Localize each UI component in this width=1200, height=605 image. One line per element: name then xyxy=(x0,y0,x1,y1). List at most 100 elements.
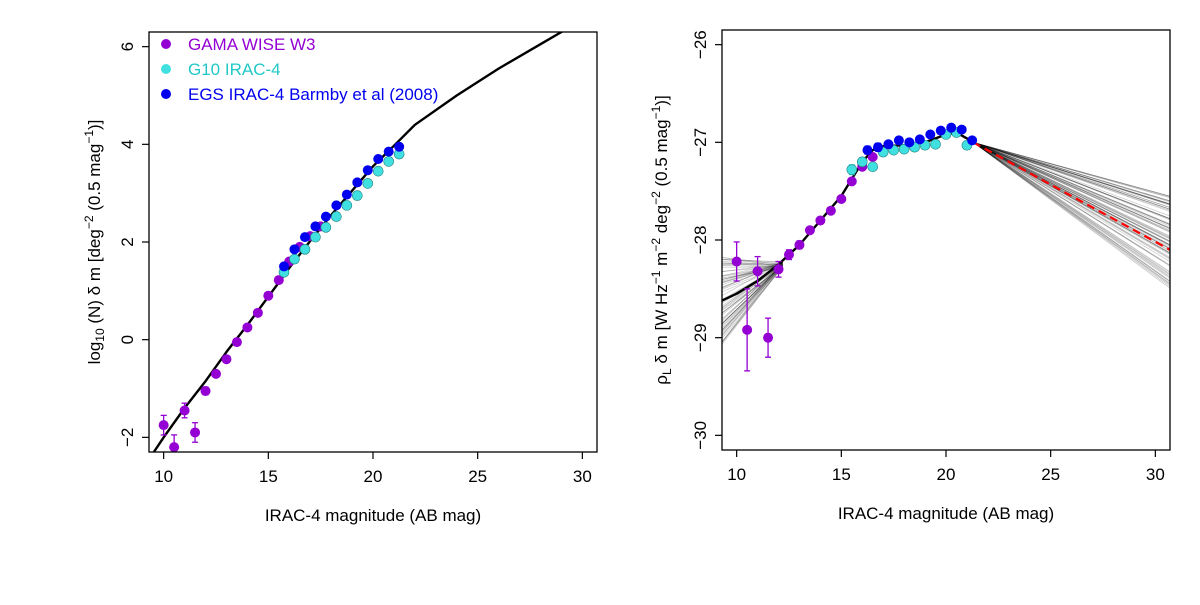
x-tick-label: 20 xyxy=(937,465,956,484)
right-ylabel-part: ρ xyxy=(652,375,671,385)
y-tick-label: 4 xyxy=(118,140,137,149)
left-plot-area xyxy=(149,13,597,460)
data-point xyxy=(873,142,883,152)
data-point xyxy=(894,135,904,145)
data-point xyxy=(180,405,190,415)
right-plot-frame xyxy=(722,30,1170,450)
right-ylabel-part: (0.5 mag xyxy=(652,119,671,191)
right-ylabel-sup: −1 xyxy=(649,270,663,284)
data-point xyxy=(331,200,341,210)
model-curve xyxy=(149,13,597,460)
right-y-axis-label: ρL δ m [W Hz−1 m−2 deg−2 (0.5 mag−1)] xyxy=(649,95,674,384)
data-point xyxy=(279,261,289,271)
data-point xyxy=(931,139,941,149)
left-x-axis-label: IRAC-4 magnitude (AB mag) xyxy=(265,506,481,525)
left-ylabel-sup: −1 xyxy=(82,130,96,144)
legend-marker-g10 xyxy=(161,64,171,74)
bootstrap-line xyxy=(973,142,1170,261)
data-point xyxy=(159,420,169,430)
data-point xyxy=(331,212,341,222)
data-point xyxy=(310,232,320,242)
data-point xyxy=(289,254,299,264)
data-point xyxy=(967,135,977,145)
data-point xyxy=(352,177,362,187)
data-point xyxy=(342,190,352,200)
legend-label-egs: EGS IRAC-4 Barmby et al (2008) xyxy=(188,85,438,104)
data-point xyxy=(289,244,299,254)
left-ylabel-part: log xyxy=(85,342,104,365)
data-point xyxy=(784,250,794,260)
right-data-points xyxy=(732,123,978,371)
data-point xyxy=(221,354,231,364)
x-tick-label: 10 xyxy=(727,465,746,484)
series-0 xyxy=(159,221,326,459)
data-point xyxy=(263,291,273,301)
y-tick-label: 2 xyxy=(118,237,137,246)
data-point xyxy=(321,222,331,232)
x-tick-label: 10 xyxy=(154,467,173,486)
y-tick-label: −28 xyxy=(691,226,710,255)
bootstrap-line xyxy=(973,142,1170,209)
right-ylabel-sup: −1 xyxy=(649,105,663,119)
data-point xyxy=(394,142,404,152)
legend-marker-gama xyxy=(161,39,171,49)
series-2 xyxy=(862,123,977,155)
data-point xyxy=(847,165,857,175)
data-point xyxy=(774,264,784,274)
left-ylabel-part: (N) δ m [deg xyxy=(85,229,104,328)
right-ylabel-part: deg xyxy=(652,205,671,238)
right-ylabel-part: δ m [W Hz xyxy=(652,284,671,368)
x-tick-label: 30 xyxy=(1146,465,1165,484)
data-point xyxy=(847,176,857,186)
data-point xyxy=(363,165,373,175)
data-point xyxy=(373,154,383,164)
series-0 xyxy=(732,147,889,371)
left-data-points xyxy=(159,142,405,460)
data-point xyxy=(883,139,893,149)
right-ylabel-sup: −2 xyxy=(649,191,663,205)
data-point xyxy=(384,156,394,166)
left-ylabel-part: )] xyxy=(85,120,104,130)
y-tick-label: −2 xyxy=(118,428,137,447)
data-point xyxy=(946,123,956,133)
right-plot-area xyxy=(722,133,1170,345)
bootstrap-line xyxy=(973,142,1170,265)
y-tick-label: −29 xyxy=(691,323,710,352)
data-point xyxy=(211,369,221,379)
data-point xyxy=(794,240,804,250)
data-point xyxy=(310,221,320,231)
data-point xyxy=(732,256,742,266)
data-point xyxy=(857,157,867,167)
data-point xyxy=(342,200,352,210)
right-ylabel-part: m xyxy=(652,252,671,271)
right-ylabel-part: )] xyxy=(652,95,671,105)
y-tick-label: −27 xyxy=(691,128,710,157)
legend-label-gama: GAMA WISE W3 xyxy=(188,35,316,54)
data-point xyxy=(363,178,373,188)
data-point xyxy=(352,191,362,201)
right-ylabel-sup: −2 xyxy=(649,238,663,252)
data-point xyxy=(232,337,242,347)
y-tick-label: 6 xyxy=(118,42,137,51)
bootstrap-lines xyxy=(722,142,1170,344)
left-ylabel-sup: −2 xyxy=(82,215,96,229)
right-x-axis-label: IRAC-4 magnitude (AB mag) xyxy=(838,504,1054,523)
x-tick-label: 15 xyxy=(832,465,851,484)
x-tick-label: 30 xyxy=(573,467,592,486)
data-point xyxy=(742,325,752,335)
data-point xyxy=(805,225,815,235)
y-tick-label: −30 xyxy=(691,421,710,450)
data-point xyxy=(253,308,263,318)
legend-label-g10: G10 IRAC-4 xyxy=(188,60,281,79)
data-point xyxy=(321,212,331,222)
data-point xyxy=(936,126,946,136)
left-y-axis-label: log10 (N) δ m [deg−2 (0.5 mag−1)] xyxy=(82,120,107,365)
right-y-ticks: −30−29−28−27−26 xyxy=(691,30,722,450)
data-point xyxy=(753,266,763,276)
bootstrap-line xyxy=(973,142,1170,216)
data-point xyxy=(300,232,310,242)
